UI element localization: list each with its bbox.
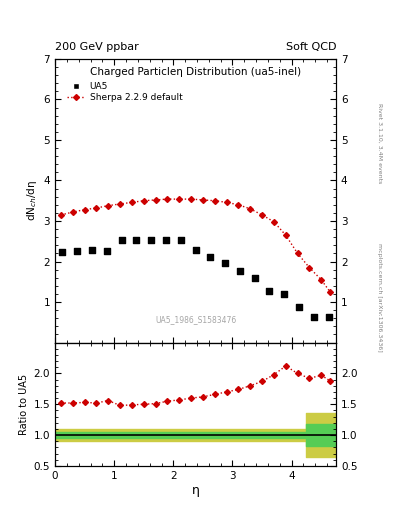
- Point: [252, 273, 258, 282]
- Text: Soft QCD: Soft QCD: [286, 42, 336, 52]
- Point: [266, 287, 273, 295]
- Text: Rivet 3.1.10, 3.4M events: Rivet 3.1.10, 3.4M events: [377, 103, 382, 183]
- Point: [311, 313, 317, 321]
- Point: [193, 246, 198, 254]
- Point: [133, 237, 140, 245]
- Text: mcplots.cern.ch [arXiv:1306.3436]: mcplots.cern.ch [arXiv:1306.3436]: [377, 243, 382, 351]
- Point: [59, 248, 66, 257]
- Point: [222, 259, 228, 267]
- Point: [163, 237, 169, 245]
- Point: [281, 289, 287, 297]
- Y-axis label: dN$_{ch}$/dη: dN$_{ch}$/dη: [26, 180, 39, 221]
- Point: [118, 237, 125, 245]
- Text: UA5_1986_S1583476: UA5_1986_S1583476: [155, 315, 236, 325]
- Text: Charged Particleη Distribution (ua5-inel): Charged Particleη Distribution (ua5-inel…: [90, 68, 301, 77]
- Text: 200 GeV ppbar: 200 GeV ppbar: [55, 42, 139, 52]
- Point: [89, 246, 95, 254]
- Point: [104, 246, 110, 254]
- Point: [325, 313, 332, 322]
- Point: [296, 303, 302, 311]
- Point: [207, 253, 213, 262]
- Legend: UA5, Sherpa 2.2.9 default: UA5, Sherpa 2.2.9 default: [65, 80, 184, 104]
- Point: [74, 246, 80, 254]
- Point: [178, 237, 184, 245]
- X-axis label: η: η: [191, 483, 200, 497]
- Point: [148, 237, 154, 245]
- Point: [237, 267, 243, 275]
- Y-axis label: Ratio to UA5: Ratio to UA5: [19, 374, 29, 435]
